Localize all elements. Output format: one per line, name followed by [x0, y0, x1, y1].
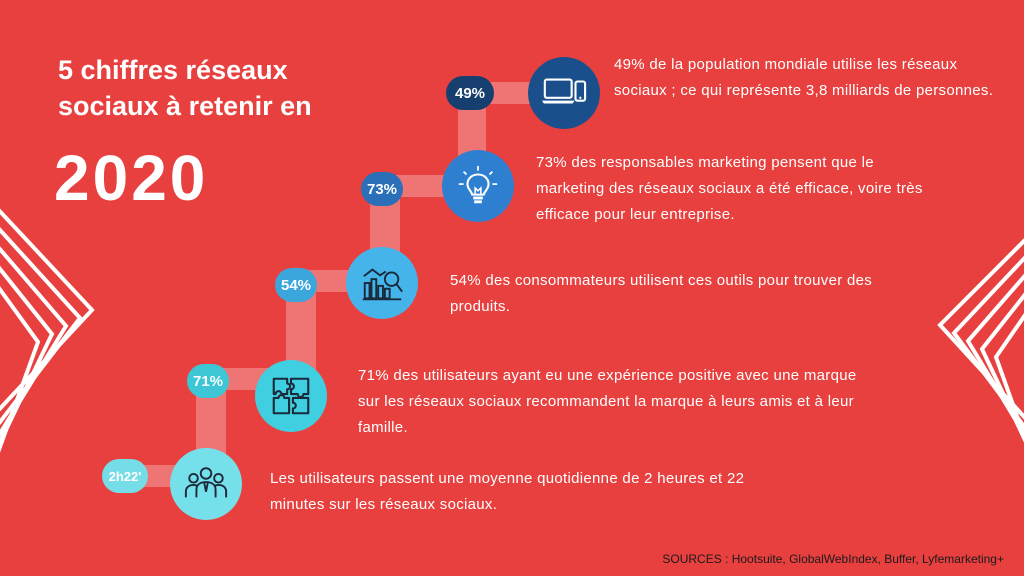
stat-3-badge: 54%	[275, 268, 317, 302]
stat-4-icon-circle	[255, 360, 327, 432]
stat-2-icon-circle	[442, 150, 514, 222]
stat-2-description: 73% des responsables marketing pensent q…	[536, 154, 923, 223]
diagonal-lines-left-decoration	[0, 208, 95, 453]
stat-4-badge: 71%	[187, 364, 229, 398]
stat-5-description: Les utilisateurs passent une moyenne quo…	[270, 470, 745, 513]
users-group-icon	[184, 467, 228, 498]
stat-1-badge: 49%	[446, 76, 494, 110]
sources-footnote: SOURCES : Hootsuite, GlobalWebIndex, Buf…	[662, 552, 1004, 566]
year-heading: 2020	[54, 142, 209, 214]
stat-5-badge: 2h22'	[102, 459, 148, 493]
lightbulb-icon	[458, 165, 498, 204]
stat-3-description: 54% des consommateurs utilisent ces outi…	[450, 272, 873, 315]
stat-5-icon-circle	[170, 448, 242, 520]
stat-3-icon-circle	[346, 247, 418, 319]
stat-1-icon-circle	[528, 57, 600, 129]
stat-4-description: 71% des utilisateurs ayant eu une expéri…	[358, 367, 857, 436]
devices-icon	[541, 78, 587, 104]
chart-magnifier-icon	[362, 268, 403, 301]
stat-2-badge: 73%	[361, 172, 403, 206]
diagonal-lines-right-decoration	[937, 238, 1024, 443]
puzzle-icon	[272, 377, 310, 415]
stat-1-description: 49% de la population mondiale utilise le…	[614, 56, 994, 99]
page-title: 5 chiffres réseaux sociaux à retenir en	[58, 55, 312, 121]
